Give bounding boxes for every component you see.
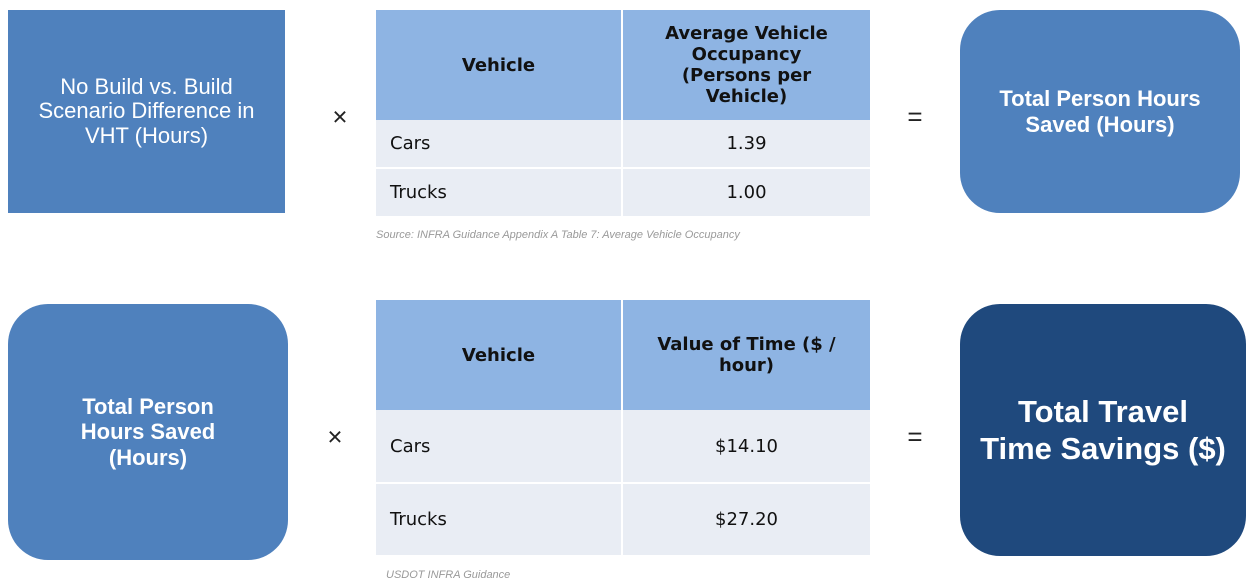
source-note: USDOT INFRA Guidance (386, 569, 511, 581)
cell: 1.39 (621, 120, 870, 169)
cell: $14.10 (621, 410, 870, 484)
multiply-operator: × (327, 421, 343, 452)
output-box: Total Travel Time Savings ($) (960, 304, 1246, 556)
cell: Trucks (376, 483, 622, 555)
header-cell: Vehicle (376, 10, 622, 120)
source-note: Source: INFRA Guidance Appendix A Table … (376, 229, 740, 241)
equals-operator: = (907, 101, 923, 132)
value-of-time-table: Vehicle Value of Time ($ / hour) Cars $14.… (376, 300, 870, 555)
cell: Trucks (376, 168, 622, 216)
cell: Cars (376, 410, 622, 484)
header-cell: Value of Time ($ / hour) (621, 300, 870, 410)
equals-operator: = (907, 421, 923, 452)
cell: $27.20 (621, 483, 870, 555)
input-box: Total Person Hours Saved (Hours) (8, 304, 288, 560)
occupancy-table: Vehicle Average Vehicle Occupancy (Person… (376, 10, 870, 216)
cell: 1.00 (621, 168, 870, 216)
cell: Cars (376, 120, 622, 169)
multiply-operator: × (332, 101, 348, 132)
header-cell: Average Vehicle Occupancy (Persons per V… (621, 10, 870, 120)
output-box: Total Person Hours Saved (Hours) (960, 10, 1240, 213)
input-box: No Build vs. Build Scenario Difference i… (8, 10, 285, 213)
header-cell: Vehicle (376, 300, 622, 410)
